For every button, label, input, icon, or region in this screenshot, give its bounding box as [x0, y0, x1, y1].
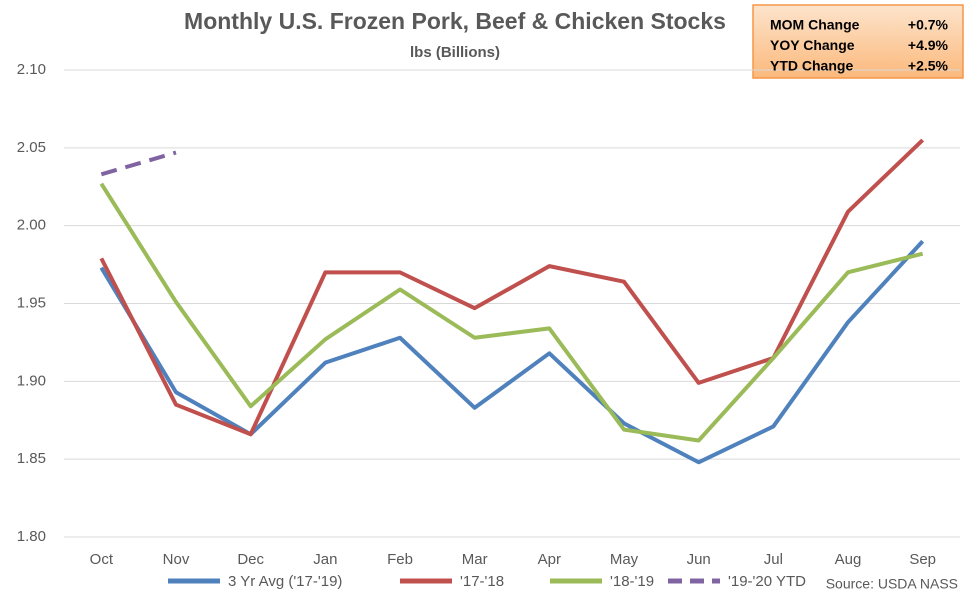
x-tick-label: Jan — [313, 551, 337, 568]
x-tick-label: Oct — [90, 551, 114, 568]
stat-name: MOM Change — [770, 17, 860, 33]
chart-subtitle: lbs (Billions) — [410, 44, 500, 61]
legend-label: 3 Yr Avg ('17-'19) — [228, 573, 342, 590]
y-tick-label: 1.95 — [17, 294, 46, 311]
stat-name: YTD Change — [770, 58, 853, 74]
x-tick-label: Nov — [163, 551, 190, 568]
series-line — [99, 138, 925, 437]
x-tick-label: Jul — [764, 551, 783, 568]
y-tick-label: 2.05 — [17, 139, 46, 156]
y-tick-label: 1.90 — [17, 372, 46, 389]
x-tick-label: Sep — [909, 551, 936, 568]
x-tick-label: Aug — [835, 551, 862, 568]
y-tick-label: 1.85 — [17, 450, 46, 467]
x-tick-label: Feb — [387, 551, 413, 568]
x-tick-label: Dec — [237, 551, 264, 568]
x-tick-label: Jun — [687, 551, 711, 568]
source: Source: USDA NASS — [826, 576, 958, 592]
legend-label: '18-'19 — [610, 573, 654, 590]
legend-label: '19-'20 YTD — [728, 573, 806, 590]
x-tick-label: Mar — [462, 551, 488, 568]
stat-value: +0.7% — [908, 17, 949, 33]
x-tick-label: Apr — [538, 551, 561, 568]
stats-box — [752, 4, 964, 79]
legend-label: '17-'18 — [460, 573, 504, 590]
y-tick-label: 1.80 — [17, 528, 46, 545]
stat-value: +4.9% — [908, 37, 949, 53]
chart-title: Monthly U.S. Frozen Pork, Beef & Chicken… — [184, 8, 726, 34]
series-line — [100, 150, 177, 177]
y-tick-label: 2.00 — [17, 217, 46, 234]
stat-value: +2.5% — [908, 58, 949, 74]
series-line — [99, 182, 924, 443]
x-tick-label: May — [610, 551, 639, 568]
y-tick-label: 2.10 — [17, 61, 46, 78]
stat-name: YOY Change — [770, 37, 855, 53]
